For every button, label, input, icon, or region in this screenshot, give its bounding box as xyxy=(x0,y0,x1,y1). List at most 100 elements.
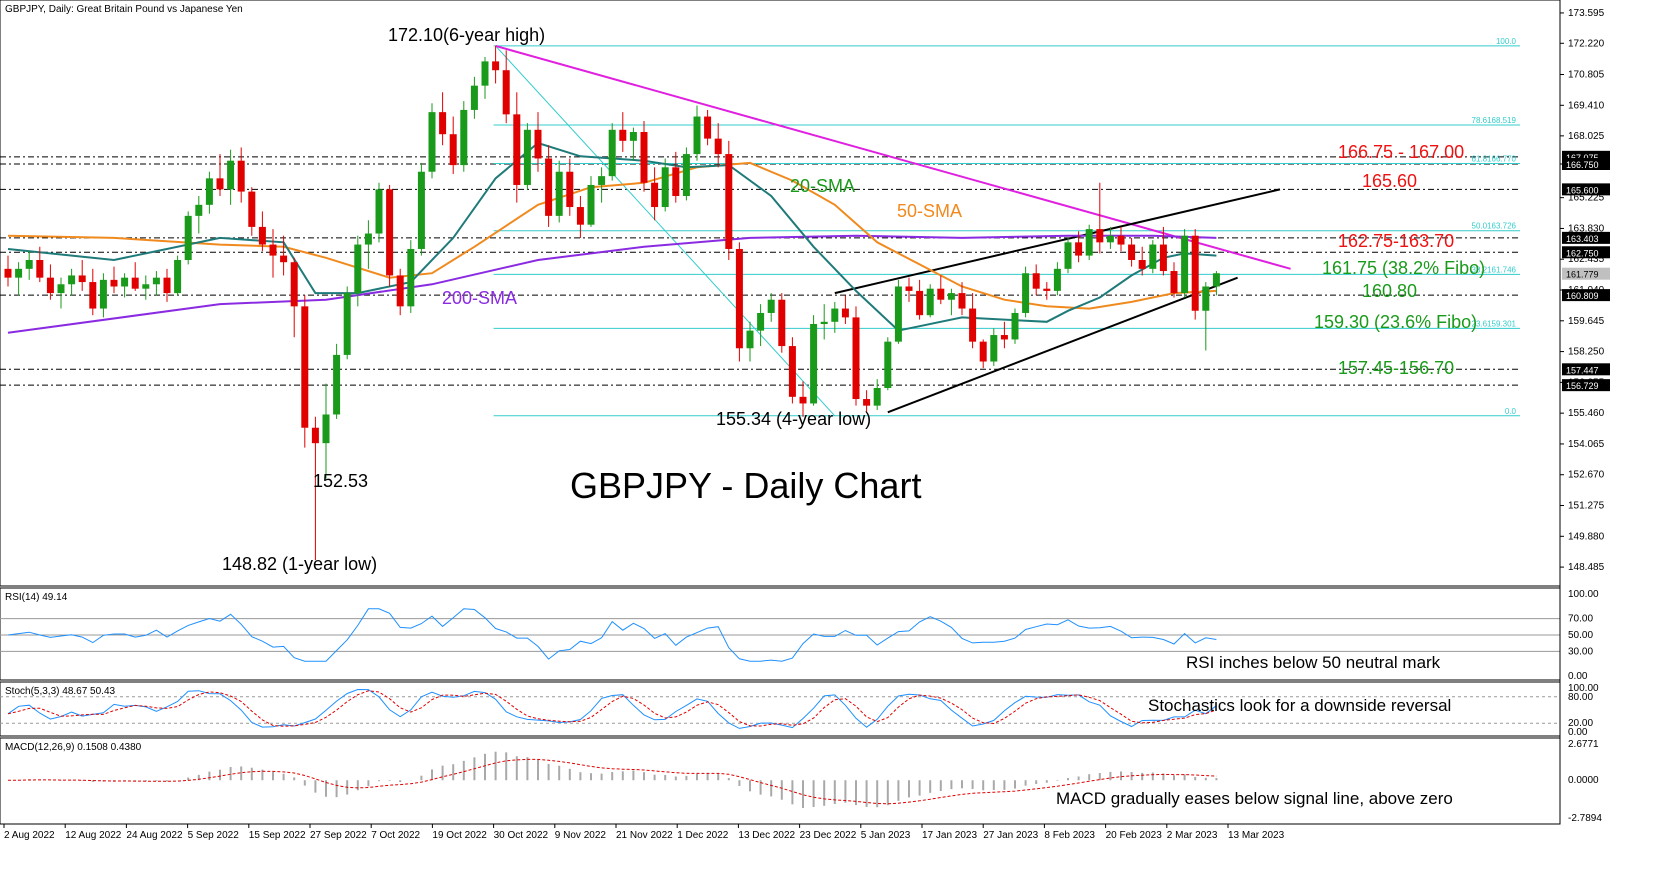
rsi-tick-label: 0.00 xyxy=(1568,671,1588,682)
price-tick-label: 165.225 xyxy=(1568,193,1605,204)
candle-body xyxy=(354,244,362,294)
stoch-note: Stochastics look for a downside reversal xyxy=(1148,696,1451,715)
stoch-main-line xyxy=(7,688,1217,729)
candle xyxy=(1032,264,1040,296)
candle-body xyxy=(661,167,669,208)
fibo-diagonal xyxy=(495,45,836,417)
candle xyxy=(746,321,754,362)
candle xyxy=(947,288,955,316)
candle-body xyxy=(78,275,86,283)
candle-body xyxy=(110,279,118,287)
candle xyxy=(25,251,33,280)
candle xyxy=(1085,224,1093,260)
candle xyxy=(1170,262,1178,298)
price-flag-label: 166.750 xyxy=(1566,160,1599,170)
candle xyxy=(852,306,860,406)
candle xyxy=(1202,282,1210,351)
candle-body xyxy=(513,114,521,185)
macd-note: MACD gradually eases below signal line, … xyxy=(1056,789,1453,808)
candle-body xyxy=(735,248,743,349)
candle xyxy=(258,211,266,252)
candle xyxy=(820,304,828,340)
support-160-80: 160.80 xyxy=(1362,281,1417,301)
candle-body xyxy=(68,275,76,285)
date-tick-label: 2 Mar 2023 xyxy=(1167,830,1218,841)
candle xyxy=(15,262,23,296)
rsi-line xyxy=(7,608,1217,662)
candle-body xyxy=(608,129,616,177)
candle xyxy=(375,182,383,243)
candle-body xyxy=(587,184,595,225)
candle-body xyxy=(439,112,447,135)
candle-body xyxy=(831,308,839,322)
candle xyxy=(1138,246,1146,276)
annotation-1y-low: 148.82 (1-year low) xyxy=(222,554,377,574)
sma-200-line xyxy=(7,234,1217,334)
candle xyxy=(4,255,12,287)
candle-body xyxy=(1053,268,1061,291)
candle xyxy=(428,103,436,179)
price-flag-label: 157.447 xyxy=(1566,365,1599,375)
candle-body xyxy=(1064,242,1072,269)
candle-body xyxy=(746,330,754,349)
candle xyxy=(407,240,415,313)
price-tick-label: 172.220 xyxy=(1568,38,1605,49)
candle-body xyxy=(311,427,319,444)
candle-body xyxy=(1075,242,1083,256)
candle-body xyxy=(89,282,97,309)
candle-body xyxy=(428,112,436,172)
macd-header: MACD(12,26,9) 0.1508 0.4380 xyxy=(5,742,142,753)
candle-body xyxy=(184,215,192,260)
candle-body xyxy=(205,178,213,205)
macd-signal-line xyxy=(8,758,1217,805)
date-tick-label: 5 Sep 2022 xyxy=(188,830,240,841)
candle xyxy=(89,268,97,316)
candle-body xyxy=(651,182,659,208)
candle xyxy=(396,268,404,316)
macd-panel xyxy=(0,737,1561,825)
candle xyxy=(99,273,107,318)
candle-body xyxy=(1085,229,1093,256)
candle xyxy=(587,176,595,227)
candle-body xyxy=(163,277,171,294)
label-50-sma: 50-SMA xyxy=(897,201,962,221)
candle xyxy=(481,56,489,99)
candle xyxy=(640,120,648,192)
candle xyxy=(725,140,733,260)
rsi-tick-label: 70.00 xyxy=(1568,614,1593,625)
candle-body xyxy=(523,129,531,185)
price-flag xyxy=(1562,363,1610,376)
candle-body xyxy=(121,277,129,287)
fibo-label-4: 38.2161.746 xyxy=(1472,265,1517,274)
date-tick-label: 8 Feb 2023 xyxy=(1044,830,1095,841)
candle xyxy=(672,151,680,203)
candle-body xyxy=(36,260,44,278)
candle xyxy=(926,284,934,318)
candle xyxy=(863,390,871,413)
stoch-signal-line xyxy=(7,690,1217,727)
candle-body xyxy=(1096,229,1104,243)
resistance-165-60: 165.60 xyxy=(1362,171,1417,191)
candle xyxy=(619,112,627,152)
candle xyxy=(1064,237,1072,274)
candle-body xyxy=(1138,260,1146,269)
price-tick-label: 159.645 xyxy=(1568,316,1605,327)
candle-body xyxy=(725,154,733,249)
candle-body xyxy=(693,116,701,155)
rsi-note: RSI inches below 50 neutral mark xyxy=(1186,653,1441,672)
support-159-30: 159.30 (23.6% Fibo) xyxy=(1314,312,1477,332)
price-flag-label: 167.075 xyxy=(1566,153,1599,163)
date-tick-label: 23 Dec 2022 xyxy=(800,830,857,841)
candle-body xyxy=(396,275,404,307)
candle xyxy=(778,293,786,353)
stoch-tick-label: 100.00 xyxy=(1568,683,1599,694)
candle-body xyxy=(269,244,277,256)
candle xyxy=(322,383,330,479)
candle-body xyxy=(333,354,341,415)
candle xyxy=(651,167,659,221)
candle xyxy=(661,158,669,212)
candle xyxy=(269,229,277,278)
date-tick-label: 30 Oct 2022 xyxy=(494,830,549,841)
candle xyxy=(513,92,521,203)
candle-body xyxy=(1043,288,1051,291)
